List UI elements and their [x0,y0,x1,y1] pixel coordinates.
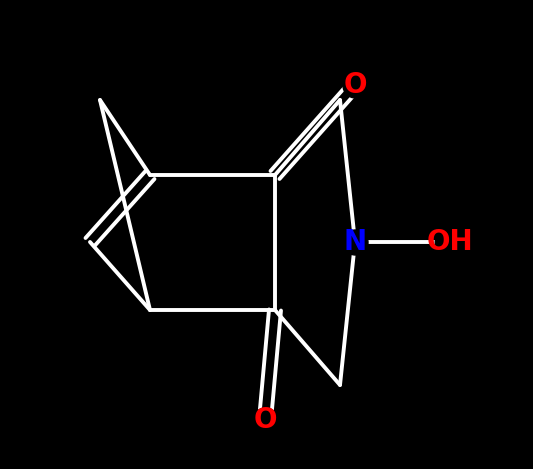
Text: OH: OH [427,228,473,256]
Text: O: O [253,406,277,434]
Text: N: N [343,228,367,256]
Text: O: O [343,71,367,99]
